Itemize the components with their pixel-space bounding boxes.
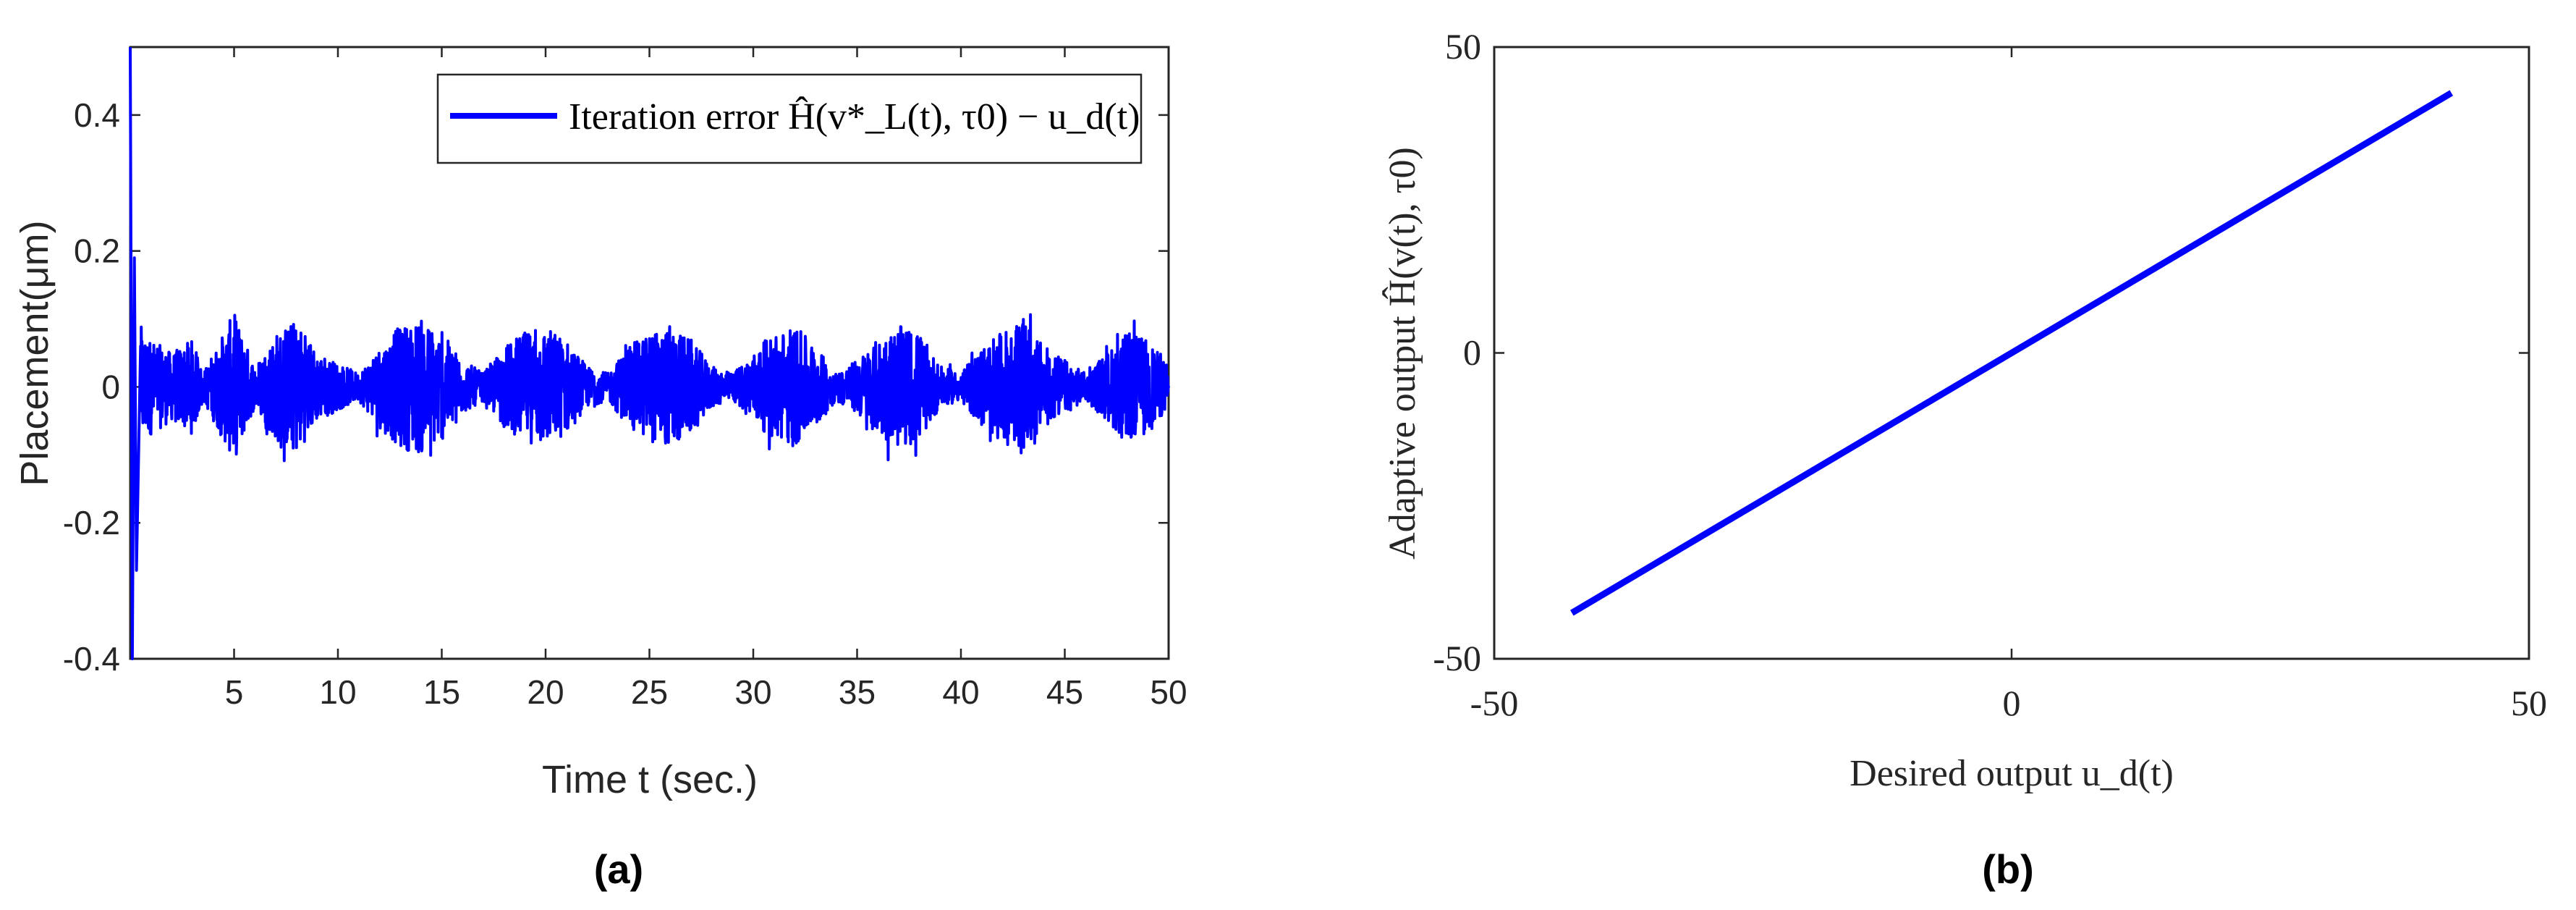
b-x-tick-label: -50 [1470, 683, 1519, 723]
chart-a-x-ticks: 5 10 15 20 25 30 35 40 45 50 [225, 47, 1187, 711]
a-x-tick-label: 45 [1046, 673, 1083, 711]
chart-b-panel-label: (b) [1982, 846, 2034, 892]
chart-a: 5 10 15 20 25 30 35 40 45 50 -0.4 -0.2 0 0.2 0.4 Iter… [13, 46, 1187, 892]
a-x-tick-label: 5 [225, 673, 244, 711]
b-y-tick-label: 0 [1463, 332, 1481, 373]
a-y-tick-label: 0.2 [74, 232, 120, 270]
b-y-tick-label: -50 [1433, 638, 1481, 678]
a-x-tick-label: 30 [734, 673, 771, 711]
chart-a-panel-label: (a) [594, 846, 643, 892]
chart-a-y-ticks: -0.4 -0.2 0 0.2 0.4 [63, 96, 1169, 678]
chart-a-series-line [129, 46, 1170, 660]
a-y-tick-label: 0 [101, 368, 120, 405]
a-y-tick-label: 0.4 [74, 96, 120, 134]
a-x-tick-label: 35 [839, 673, 876, 711]
b-x-tick-label: 0 [2003, 683, 2021, 723]
chart-b-y-axis-label: Adaptive output Ĥ(v(t), τ0) [1381, 147, 1423, 560]
a-x-tick-label: 20 [527, 673, 564, 711]
chart-b-y-ticks: -50 0 50 [1433, 26, 2529, 678]
chart-b-series-line [1570, 90, 2454, 616]
chart-a-x-axis-label: Time t (sec.) [542, 758, 758, 801]
b-y-tick-label: 50 [1445, 26, 1481, 67]
chart-a-y-axis-label: Placement(μm) [13, 220, 56, 486]
a-x-tick-label: 10 [319, 673, 356, 711]
chart-a-legend-label: Iteration error Ĥ(v*_L(t), τ0) − u_d(t) [569, 96, 1140, 138]
a-x-tick-label: 15 [423, 673, 460, 711]
chart-a-legend: Iteration error Ĥ(v*_L(t), τ0) − u_d(t) [436, 73, 1143, 164]
chart-b-x-axis-label: Desired output u_d(t) [1850, 753, 2174, 794]
b-x-tick-label: 50 [2511, 683, 2547, 723]
a-y-tick-label: -0.4 [63, 640, 120, 678]
chart-b: -50 0 50 -50 0 50 Desired output u_d(t) Adap… [1381, 26, 2547, 892]
a-x-tick-label: 40 [942, 673, 979, 711]
a-x-tick-label: 25 [631, 673, 668, 711]
chart-b-x-ticks: -50 0 50 [1470, 47, 2547, 723]
a-x-tick-label: 50 [1150, 673, 1187, 711]
a-y-tick-label: -0.2 [63, 504, 120, 542]
